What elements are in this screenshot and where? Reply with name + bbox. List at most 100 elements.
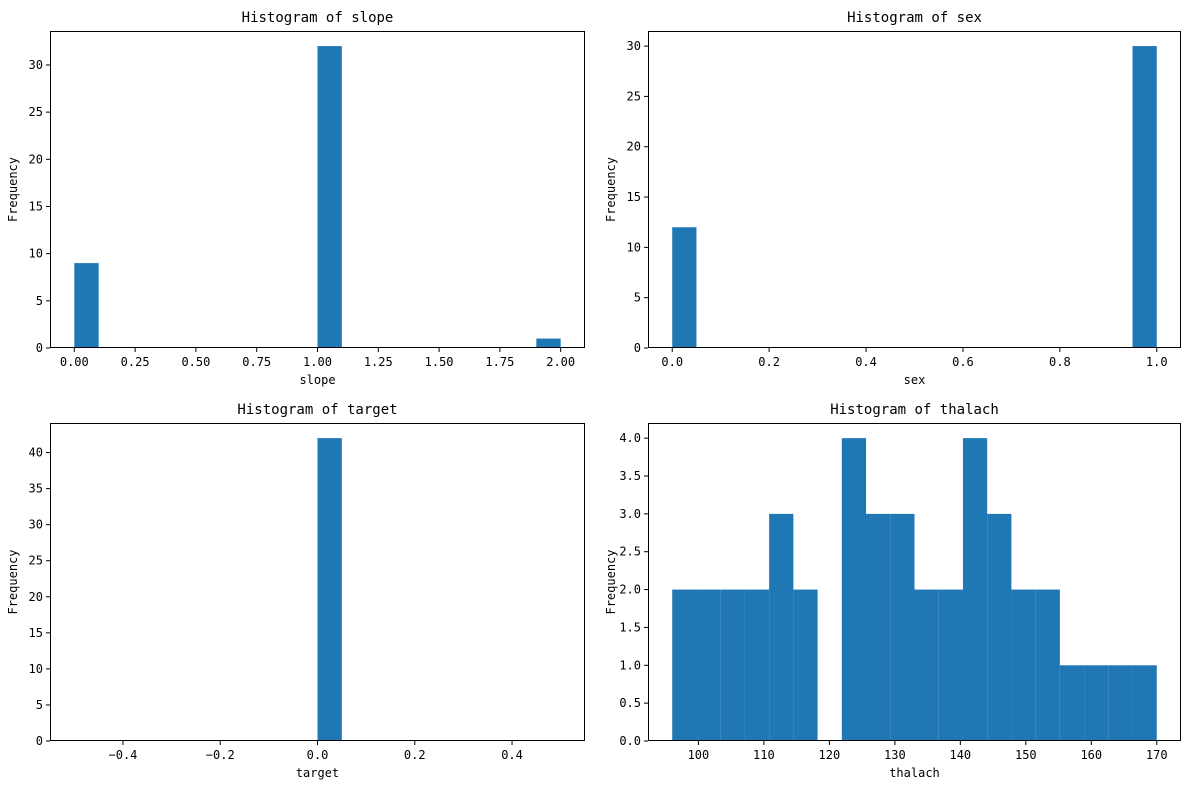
histogram-bar — [841, 438, 867, 741]
y-tick-label: 25 — [29, 554, 43, 568]
histogram-panel-target: −0.4 −0.2 0.0 0.2 0.4 0 5 10 15 20 25 30 35 40 Histogr… — [6, 402, 585, 780]
y-tick-label: 20 — [29, 152, 43, 166]
x-tick-label: 120 — [819, 748, 841, 762]
histogram-bar — [1059, 665, 1085, 741]
x-tick-label: 2.00 — [546, 355, 575, 369]
x-tick-label: 110 — [753, 748, 775, 762]
histogram-panel-sex: 0.0 0.2 0.4 0.6 0.8 1.0 0 5 10 15 20 25 30 Histogram … — [604, 10, 1181, 387]
x-tick-label: 1.50 — [425, 355, 454, 369]
x-tick-label: 1.0 — [1146, 355, 1168, 369]
y-tick-label: 25 — [29, 105, 43, 119]
histogram-bar — [1132, 665, 1157, 741]
y-tick-label: 5 — [36, 294, 43, 308]
y-tick-label: 1.5 — [619, 620, 641, 634]
y-tick-label: 3.0 — [619, 507, 641, 521]
histogram-bar — [672, 589, 697, 741]
x-axis-label: sex — [904, 373, 926, 387]
y-tick-label: 5 — [634, 291, 641, 305]
x-tick-label: 1.75 — [485, 355, 514, 369]
axes-frame — [50, 423, 585, 741]
axes-frame — [648, 423, 1181, 741]
y-axis-label: Frequency — [6, 157, 20, 222]
histogram-bar — [962, 438, 988, 741]
histogram-bar — [1132, 46, 1157, 348]
histogram-bar — [74, 263, 99, 348]
y-tick-label: 30 — [29, 518, 43, 532]
x-tick-label: 0.0 — [307, 748, 329, 762]
x-tick-label: 0.4 — [501, 748, 523, 762]
x-tick-label: 1.00 — [303, 355, 332, 369]
y-tick-label: 1.0 — [619, 658, 641, 672]
histogram-panel-thalach: 100 110 120 130 140 150 160 170 0.0 0.5 1.0 1.5 2.0 2… — [604, 402, 1181, 780]
x-tick-label: 160 — [1080, 748, 1102, 762]
histogram-bar — [987, 513, 1012, 741]
y-tick-label: 15 — [29, 199, 43, 213]
axes-frame — [648, 31, 1181, 348]
chart-title: Histogram of sex — [847, 10, 982, 26]
histogram-bar — [890, 513, 915, 741]
chart-title: Histogram of target — [237, 402, 397, 418]
y-tick-label: 10 — [627, 240, 641, 254]
x-tick-label: 0.25 — [121, 355, 150, 369]
histogram-bar — [744, 589, 770, 741]
y-tick-label: 2.5 — [619, 545, 641, 559]
x-tick-label: −0.2 — [206, 748, 235, 762]
y-tick-label: 30 — [29, 58, 43, 72]
y-tick-label: 0.5 — [619, 696, 641, 710]
x-axis-label: thalach — [889, 766, 940, 780]
y-tick-label: 0 — [36, 341, 43, 355]
x-axis-label: target — [296, 766, 339, 780]
histogram-bar — [1084, 665, 1109, 741]
y-tick-label: 15 — [29, 626, 43, 640]
x-tick-label: 130 — [884, 748, 906, 762]
y-tick-label: 10 — [29, 662, 43, 676]
x-tick-label: −0.4 — [109, 748, 138, 762]
x-tick-label: 0.6 — [952, 355, 974, 369]
x-axis-label: slope — [299, 373, 335, 387]
y-axis-label: Frequency — [604, 157, 618, 222]
y-axis-label: Frequency — [604, 549, 618, 614]
y-tick-label: 40 — [29, 446, 43, 460]
histogram-bar — [720, 589, 745, 741]
histogram-bar — [672, 227, 697, 348]
y-tick-label: 0.0 — [619, 734, 641, 748]
x-tick-label: 100 — [688, 748, 710, 762]
histogram-bar — [1108, 665, 1133, 741]
histogram-bar — [938, 589, 963, 741]
y-tick-label: 10 — [29, 247, 43, 261]
histogram-bar — [914, 589, 939, 741]
y-tick-label: 30 — [627, 39, 641, 53]
y-tick-label: 3.5 — [619, 469, 641, 483]
y-tick-label: 2.0 — [619, 583, 641, 597]
histogram-bar — [1035, 589, 1060, 741]
x-tick-label: 0.4 — [855, 355, 877, 369]
histogram-bar — [696, 589, 721, 741]
x-tick-label: 170 — [1146, 748, 1168, 762]
histogram-bar — [866, 513, 891, 741]
x-tick-label: 0.75 — [242, 355, 271, 369]
histogram-bar — [769, 513, 794, 741]
y-tick-label: 35 — [29, 482, 43, 496]
y-tick-label: 5 — [36, 698, 43, 712]
chart-title: Histogram of thalach — [830, 402, 999, 418]
y-tick-label: 0 — [36, 734, 43, 748]
x-tick-label: 0.0 — [661, 355, 683, 369]
y-tick-label: 25 — [627, 89, 641, 103]
x-tick-label: 1.25 — [364, 355, 393, 369]
y-tick-label: 15 — [627, 190, 641, 204]
histogram-bar — [317, 438, 342, 741]
x-tick-label: 0.00 — [60, 355, 89, 369]
y-tick-label: 4.0 — [619, 431, 641, 445]
x-tick-label: 0.2 — [404, 748, 426, 762]
y-axis-label: Frequency — [6, 549, 20, 614]
y-tick-label: 20 — [627, 140, 641, 154]
axes-frame — [50, 31, 585, 348]
histogram-bar — [1011, 589, 1036, 741]
x-tick-label: 0.8 — [1049, 355, 1071, 369]
x-tick-label: 0.50 — [181, 355, 210, 369]
y-tick-label: 0 — [634, 341, 641, 355]
x-tick-label: 140 — [949, 748, 971, 762]
histogram-panel-slope: 0.00 0.25 0.50 0.75 1.00 1.25 1.50 1.75 2.00 0 5 10… — [6, 10, 585, 387]
y-tick-label: 20 — [29, 590, 43, 604]
